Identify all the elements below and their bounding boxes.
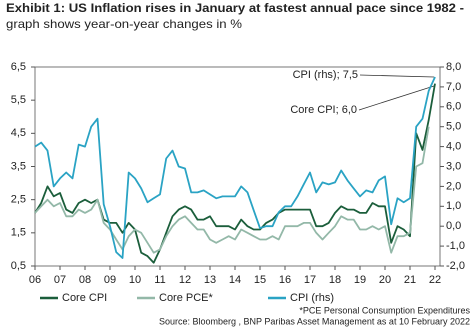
y-tick-label: 5,5	[11, 94, 26, 106]
x-tick-label: 07	[54, 274, 66, 286]
annotation: Core CPI; 6,0	[290, 104, 357, 116]
y2-tick-label: -1,0	[446, 240, 465, 252]
source: Source: Bloomberg , BNP Paribas Asset Ma…	[159, 316, 470, 326]
y2-tick-label: 0,0	[446, 220, 461, 232]
x-tick-label: 18	[329, 274, 341, 286]
y-tick-label: 6,5	[11, 61, 26, 73]
footnote: *PCE Personal Consumption Expenditures	[299, 305, 470, 315]
y2-tick-label: 4,0	[446, 141, 461, 153]
x-tick-label: 10	[129, 274, 141, 286]
x-tick-label: 12	[179, 274, 191, 286]
series-line	[34, 126, 430, 254]
y2-tick-label: 5,0	[446, 121, 461, 133]
series-line	[34, 83, 436, 264]
y2-tick-label: 1,0	[446, 200, 461, 212]
annotation: CPI (rhs); 7,5	[293, 69, 358, 81]
y2-tick-label: 6,0	[446, 101, 461, 113]
y2-tick-label: 3,0	[446, 160, 461, 172]
series-line	[34, 76, 436, 259]
x-tick-label: 16	[279, 274, 291, 286]
x-tick-label: 08	[79, 274, 91, 286]
annotation-line	[358, 85, 435, 111]
annotation-line	[359, 74, 435, 78]
y-tick-label: 4,5	[11, 127, 26, 139]
legend-label: Core PCE*	[159, 292, 214, 304]
x-tick-label: 09	[104, 274, 116, 286]
x-tick-label: 11	[154, 274, 165, 286]
y2-tick-label: 7,0	[446, 81, 461, 93]
x-tick-label: 21	[404, 274, 416, 286]
x-tick-label: 06	[29, 274, 41, 286]
x-tick-label: 15	[254, 274, 266, 286]
chart-title: Exhibit 1: US Inflation rises in January…	[6, 1, 464, 15]
x-tick-label: 17	[304, 274, 316, 286]
y-tick-label: 2,5	[11, 194, 26, 206]
y-tick-label: 0,5	[11, 260, 26, 272]
y2-tick-label: -2,0	[446, 260, 465, 272]
legend-label: CPI (rhs)	[290, 292, 334, 304]
legend-label: Core CPI	[62, 292, 107, 304]
x-tick-label: 19	[354, 274, 366, 286]
x-tick-label: 14	[229, 274, 241, 286]
chart-subtitle: graph shows year-on-year changes in %	[6, 17, 242, 31]
y-tick-label: 3,5	[11, 160, 26, 172]
x-tick-label: 22	[429, 274, 441, 286]
x-tick-label: 13	[204, 274, 216, 286]
x-tick-label: 20	[379, 274, 391, 286]
y2-tick-label: 8,0	[446, 61, 461, 73]
y-tick-label: 1,5	[11, 227, 26, 239]
y2-tick-label: 2,0	[446, 180, 461, 192]
